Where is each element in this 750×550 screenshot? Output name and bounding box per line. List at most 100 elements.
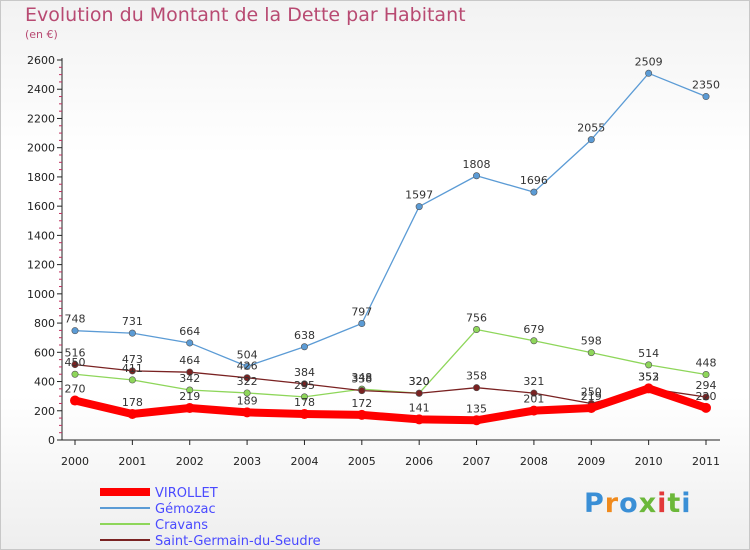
data-label-cravans: 342 — [179, 372, 200, 385]
data-label-virollet: 141 — [409, 401, 430, 414]
data-point-gemozac — [645, 69, 653, 77]
data-label-saint-germain-du-seudre: 338 — [351, 373, 372, 386]
data-label-gemozac: 797 — [351, 306, 372, 319]
data-point-virollet — [356, 409, 367, 420]
x-tick-label: 2008 — [520, 455, 548, 468]
data-label-cravans: 411 — [122, 362, 143, 375]
data-point-gemozac — [128, 329, 136, 337]
data-point-cravans — [128, 376, 136, 384]
data-label-gemozac: 1808 — [463, 158, 491, 171]
y-tick-label: 800 — [34, 317, 55, 330]
x-tick-label: 2004 — [290, 455, 318, 468]
data-label-saint-germain-du-seudre: 358 — [466, 370, 487, 383]
data-label-virollet: 172 — [351, 397, 372, 410]
data-point-saint-germain-du-seudre — [358, 387, 366, 395]
data-point-virollet — [242, 407, 253, 418]
x-tick-label: 2001 — [118, 455, 146, 468]
data-point-cravans — [702, 371, 710, 379]
data-label-saint-germain-du-seudre: 426 — [237, 360, 258, 373]
data-label-gemozac: 731 — [122, 315, 143, 328]
data-label-gemozac: 1696 — [520, 174, 548, 187]
data-label-cravans: 598 — [581, 335, 602, 348]
data-label-virollet: 219 — [581, 390, 602, 403]
y-tick-label: 1400 — [27, 229, 55, 242]
y-tick-label: 1000 — [27, 288, 55, 301]
y-tick-label: 2000 — [27, 142, 55, 155]
data-label-gemozac: 748 — [65, 313, 86, 326]
data-label-virollet: 201 — [523, 393, 544, 406]
y-tick-label: 2600 — [27, 54, 55, 67]
data-point-virollet — [299, 408, 310, 419]
data-point-gemozac — [587, 136, 595, 144]
data-point-virollet — [70, 395, 80, 406]
data-point-virollet — [701, 402, 711, 413]
proxiti-logo: Proxiti — [584, 488, 692, 519]
data-label-layer: 748 731 664 504 638 797 1597 1808 1696 2055 2509 23… — [65, 55, 721, 415]
data-point-cravans — [300, 393, 308, 401]
x-tick-label: 2010 — [635, 455, 663, 468]
data-label-cravans: 679 — [523, 323, 544, 336]
data-point-saint-germain-du-seudre — [702, 393, 710, 401]
data-label-cravans: 514 — [638, 347, 659, 360]
chart-axes: 0 200 400 600 800 1000 1200 1400 1600 1800 2000 220… — [27, 54, 720, 468]
data-label-cravans: 322 — [237, 375, 258, 388]
data-label-saint-germain-du-seudre: 321 — [523, 375, 544, 388]
data-label-gemozac: 2350 — [692, 79, 720, 92]
data-point-saint-germain-du-seudre — [243, 374, 251, 382]
data-point-cravans — [473, 326, 481, 334]
data-label-virollet: 135 — [466, 402, 487, 415]
y-tick-label: 0 — [48, 434, 55, 447]
data-point-gemozac — [702, 93, 710, 101]
data-point-saint-germain-du-seudre — [415, 389, 423, 397]
y-tick-label: 2200 — [27, 112, 55, 125]
data-label-cravans: 448 — [696, 357, 717, 370]
data-label-virollet: 189 — [237, 394, 258, 407]
data-point-gemozac — [415, 203, 423, 211]
data-point-gemozac — [473, 172, 481, 180]
data-point-gemozac — [300, 343, 308, 351]
data-point-saint-germain-du-seudre — [128, 367, 136, 375]
data-label-saint-germain-du-seudre: 250 — [581, 385, 602, 398]
legend-label: Gémozac — [155, 502, 216, 517]
data-point-saint-germain-du-seudre — [473, 384, 481, 392]
data-point-cravans — [243, 389, 251, 397]
data-label-virollet: 178 — [122, 396, 143, 409]
data-point-virollet — [643, 383, 654, 394]
y-tick-label: 1200 — [27, 259, 55, 272]
data-point-gemozac — [530, 188, 538, 196]
x-tick-label: 2011 — [692, 455, 720, 468]
data-point-gemozac — [243, 362, 251, 370]
x-tick-label: 2006 — [405, 455, 433, 468]
data-point-gemozac — [358, 320, 366, 328]
data-label-saint-germain-du-seudre: 320 — [409, 375, 430, 388]
data-label-gemozac: 638 — [294, 329, 315, 342]
data-label-cravans: 450 — [65, 356, 86, 369]
data-label-saint-germain-du-seudre: 294 — [696, 379, 717, 392]
data-point-gemozac — [186, 339, 194, 347]
data-point-virollet — [586, 402, 597, 413]
y-tick-label: 1600 — [27, 200, 55, 213]
x-tick-label: 2007 — [463, 455, 491, 468]
data-point-cravans — [186, 386, 194, 394]
data-label-virollet: 219 — [179, 390, 200, 403]
chart-title: Evolution du Montant de la Dette par Hab… — [25, 4, 466, 26]
data-label-cravans: 295 — [294, 379, 315, 392]
data-point-saint-germain-du-seudre — [71, 361, 79, 369]
x-tick-label: 2003 — [233, 455, 261, 468]
data-label-virollet: 353 — [638, 370, 659, 383]
data-point-virollet — [528, 405, 539, 416]
data-point-virollet — [127, 408, 138, 419]
data-label-cravans: 756 — [466, 312, 487, 325]
legend-label: Cravans — [155, 518, 208, 533]
data-label-gemozac: 2509 — [635, 55, 663, 68]
y-tick-label: 2400 — [27, 83, 55, 96]
data-label-saint-germain-du-seudre: 516 — [65, 347, 86, 360]
data-label-saint-germain-du-seudre: 464 — [179, 354, 200, 367]
data-label-gemozac: 1597 — [405, 189, 433, 202]
y-tick-label: 400 — [34, 376, 55, 389]
data-point-virollet — [184, 402, 195, 413]
x-tick-label: 2009 — [577, 455, 605, 468]
data-point-saint-germain-du-seudre — [530, 389, 538, 397]
